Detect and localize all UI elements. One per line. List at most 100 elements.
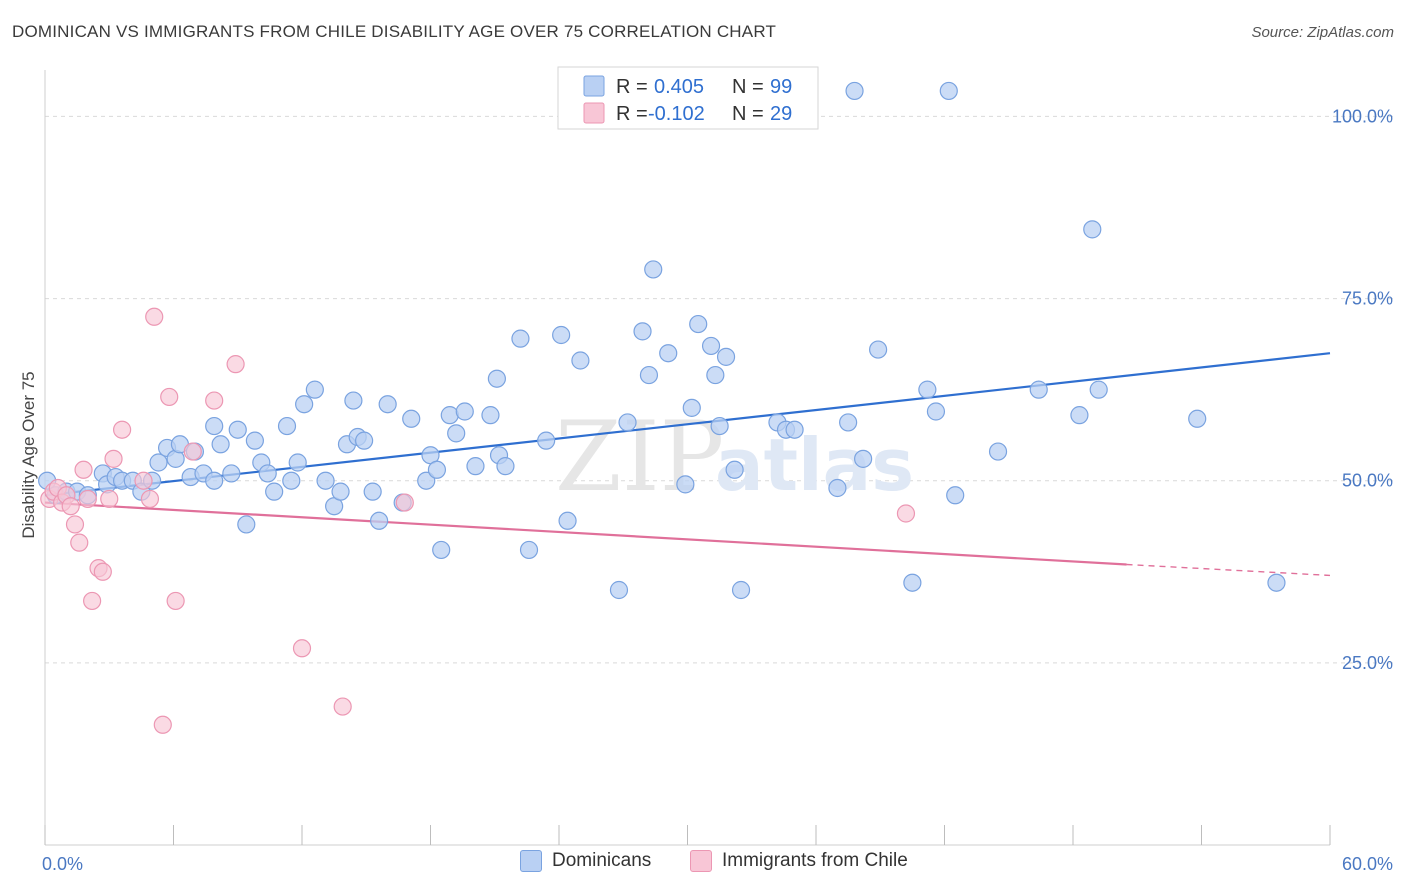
watermark-atlas: atlas [715,423,914,507]
x-tick-label-max: 60.0% [1342,854,1393,874]
dominicans-point-60 [537,431,556,450]
legend-label-chile: Immigrants from Chile [722,850,908,871]
dominicans-point-76 [716,347,736,366]
dominicans-point-52 [455,402,474,421]
legend-n-value-2: 29 [770,103,792,125]
dominicans-point-92 [988,442,1008,461]
dominicans-point-98 [1267,573,1286,592]
y-tick-label-1: 50.0% [1342,471,1393,491]
dominicans-point-90 [939,81,958,101]
chile-point-15 [112,420,132,439]
dominicans-point-70 [676,475,695,494]
dominicans-point-78 [731,580,751,600]
legend-r-label-1: R = [616,76,648,98]
chile-point-20 [160,387,179,407]
chile-point-6 [65,515,85,534]
chile-point-7 [70,533,89,552]
legend-swatch-dominicans [520,850,542,872]
dominicans-point-19 [205,471,224,490]
chile-point-14 [104,449,123,468]
legend-swatch-chile [690,850,712,872]
grid-lines [45,115,1395,664]
dominicans-point-72 [689,314,708,334]
legend-r-label-2: R = [616,103,648,125]
dominicans-point-42 [370,511,389,530]
dominicans-point-32 [295,395,314,414]
dominicans-point-45 [402,409,421,428]
chile-point-8 [74,460,93,479]
dominicans-point-82 [828,478,847,498]
chile-point-23 [205,391,224,410]
chile-point-21 [166,591,185,611]
dominicans-point-36 [331,482,350,501]
dominicans-point-87 [903,573,922,592]
chile-point-27 [395,493,414,512]
dominicans-point-94 [1070,406,1089,425]
legend-swatch-pink [583,102,605,124]
chile-trend-line [44,501,1127,566]
dominicans-point-54 [481,406,500,425]
legend-r-value-2: -0.102 [648,103,705,125]
chile-point-19 [153,715,172,734]
dominicans-point-43 [378,395,397,414]
dominicans-point-24 [237,515,256,534]
dominicans-point-96 [1089,380,1108,399]
chile-point-25 [292,639,312,658]
dominicans-point-20 [205,416,224,436]
dominicans-point-29 [277,416,297,436]
chile-point-16 [134,471,153,490]
y-tick-label-2: 75.0% [1342,289,1393,309]
dominicans-point-22 [222,464,241,483]
dominicans-point-41 [363,482,382,501]
correlation-legend: R = 0.405 N = 99 R = -0.102 N = 29 [557,66,819,130]
legend-n-value-1: 99 [770,76,792,98]
chile-point-18 [145,307,164,326]
dominicans-point-51 [447,424,466,443]
dominicans-point-40 [355,431,374,450]
chile-point-22 [183,442,202,461]
chile-trend-extension [1126,563,1331,577]
dominicans-point-30 [282,471,301,490]
dominicans-point-64 [609,580,629,600]
dominicans-point-85 [854,449,873,468]
dominicans-point-27 [258,464,277,483]
dominicans-point-57 [496,457,515,476]
dominicans-point-84 [845,81,864,101]
dominicans-point-58 [511,329,530,348]
watermark: ZIP atlas [555,401,914,513]
dominicans-point-61 [552,325,571,345]
legend-item-dominicans: Dominicans [520,850,651,872]
dominicans-point-55 [487,369,506,388]
dominicans-point-68 [644,260,663,279]
y-tick-label-3: 100.0% [1332,106,1393,126]
dominicans-point-34 [316,471,335,490]
x-tick-label-min: 0.0% [42,854,83,874]
chile-point-10 [83,591,102,611]
dominicans-point-23 [228,420,247,439]
dominicans-point-86 [869,340,888,359]
dominicans-point-66 [633,322,652,341]
dominicans-point-77 [725,460,744,479]
dominicans-point-95 [1083,220,1102,239]
chile-point-17 [140,489,160,509]
chile-point-26 [333,697,352,716]
dominicans-point-33 [305,380,324,399]
dominicans-point-81 [785,420,804,439]
dominicans-point-46 [417,471,436,490]
dominicans-point-93 [1029,380,1048,399]
source-label: Source: ZipAtlas.com [1251,24,1394,41]
dominicans-point-97 [1188,409,1207,428]
legend-item-chile: Immigrants from Chile [690,850,908,872]
dominicans-point-88 [918,380,937,399]
chile-point-24 [226,355,245,374]
legend-label-dominicans: Dominicans [552,850,652,871]
axes [44,70,1331,846]
dominicans-point-31 [288,453,307,472]
dominicans-point-67 [639,365,659,385]
dominicans-point-71 [682,398,701,417]
dominicans-point-48 [427,460,447,479]
dominicans-point-74 [706,365,725,385]
chile-point-9 [78,489,97,509]
dominicans-point-89 [926,402,946,421]
